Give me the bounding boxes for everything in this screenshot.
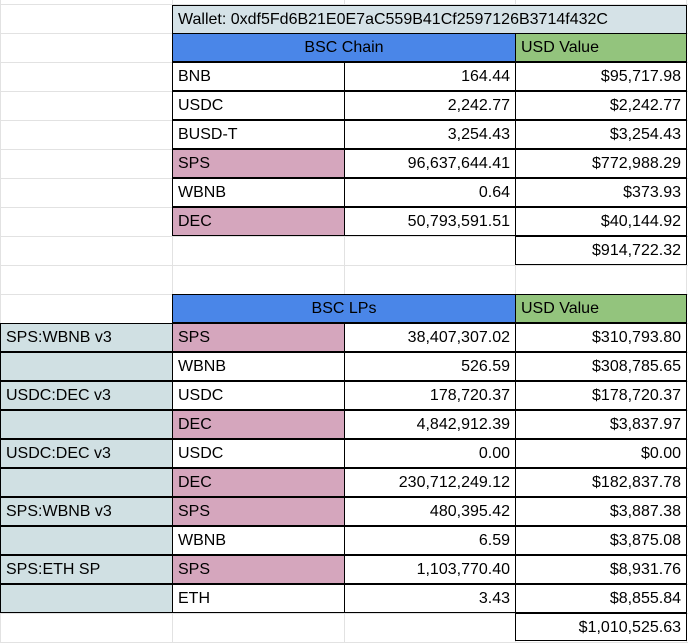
bsc-chain-amount-cell[interactable]: 164.44	[344, 62, 516, 91]
lp-usd-cell[interactable]: $182,837.78	[515, 468, 687, 497]
lp-amount-cell[interactable]: 480,395.42	[344, 497, 516, 526]
bsc-chain-amount-cell[interactable]: 3,254.43	[344, 120, 516, 149]
lp-token-cell[interactable]: USDC	[172, 381, 345, 410]
bsc-lps-total-cell[interactable]: $1,010,525.63	[515, 613, 687, 641]
bsc-lps-usd-header[interactable]: USD Value	[515, 294, 687, 323]
lp-pool-cell[interactable]	[0, 468, 173, 497]
bsc-chain-token-cell[interactable]: SPS	[172, 149, 345, 178]
lp-pool-cell[interactable]	[0, 410, 173, 439]
lp-token-cell[interactable]: SPS	[172, 555, 345, 584]
bsc-chain-amount-cell[interactable]: 50,793,591.51	[344, 207, 516, 236]
lp-amount-cell[interactable]: 526.59	[344, 352, 516, 381]
bsc-chain-usd-cell[interactable]: $2,242.77	[515, 91, 687, 120]
lp-pool-cell[interactable]: SPS:WBNB v3	[0, 497, 173, 526]
lp-usd-cell[interactable]: $308,785.65	[515, 352, 687, 381]
bsc-chain-token-cell[interactable]: BUSD-T	[172, 120, 345, 149]
lp-pool-cell[interactable]	[0, 526, 173, 555]
lp-pool-cell[interactable]	[0, 584, 173, 613]
bsc-chain-usd-cell[interactable]: $95,717.98	[515, 62, 687, 91]
lp-pool-cell[interactable]	[0, 352, 173, 381]
lp-token-cell[interactable]: ETH	[172, 584, 345, 613]
lp-amount-cell[interactable]: 38,407,307.02	[344, 323, 516, 352]
lp-token-cell[interactable]: SPS	[172, 497, 345, 526]
lp-usd-cell[interactable]: $0.00	[515, 439, 687, 468]
lp-pool-cell[interactable]: USDC:DEC v3	[0, 381, 173, 410]
lp-usd-cell[interactable]: $3,875.08	[515, 526, 687, 555]
lp-amount-cell[interactable]: 4,842,912.39	[344, 410, 516, 439]
bsc-chain-amount-cell[interactable]: 2,242.77	[344, 91, 516, 120]
lp-pool-cell[interactable]: SPS:WBNB v3	[0, 323, 173, 352]
lp-pool-cell[interactable]: SPS:ETH SP	[0, 555, 173, 584]
bsc-chain-amount-cell[interactable]: 0.64	[344, 178, 516, 207]
bsc-lps-header[interactable]: BSC LPs	[172, 294, 516, 323]
bsc-chain-token-cell[interactable]: USDC	[172, 91, 345, 120]
lp-amount-cell[interactable]: 1,103,770.40	[344, 555, 516, 584]
lp-usd-cell[interactable]: $3,837.97	[515, 410, 687, 439]
bsc-chain-usd-cell[interactable]: $772,988.29	[515, 149, 687, 178]
bsc-chain-header[interactable]: BSC Chain	[172, 33, 516, 62]
lp-usd-cell[interactable]: $178,720.37	[515, 381, 687, 410]
lp-token-cell[interactable]: USDC	[172, 439, 345, 468]
bsc-chain-total-cell[interactable]: $914,722.32	[515, 236, 687, 265]
lp-amount-cell[interactable]: 230,712,249.12	[344, 468, 516, 497]
lp-usd-cell[interactable]: $8,931.76	[515, 555, 687, 584]
bsc-chain-usd-cell[interactable]: $40,144.92	[515, 207, 687, 236]
bsc-chain-amount-cell[interactable]: 96,637,644.41	[344, 149, 516, 178]
lp-token-cell[interactable]: DEC	[172, 410, 345, 439]
bsc-chain-usd-cell[interactable]: $373.93	[515, 178, 687, 207]
lp-usd-cell[interactable]: $3,887.38	[515, 497, 687, 526]
lp-pool-cell[interactable]: USDC:DEC v3	[0, 439, 173, 468]
wallet-address-cell[interactable]: Wallet: 0xdf5Fd6B21E0E7aC559B41Cf2597126…	[172, 5, 687, 34]
lp-amount-cell[interactable]: 178,720.37	[344, 381, 516, 410]
lp-usd-cell[interactable]: $8,855.84	[515, 584, 687, 613]
bsc-chain-token-cell[interactable]: DEC	[172, 207, 345, 236]
bsc-chain-usd-header[interactable]: USD Value	[515, 33, 687, 62]
lp-amount-cell[interactable]: 3.43	[344, 584, 516, 613]
bsc-chain-usd-cell[interactable]: $3,254.43	[515, 120, 687, 149]
lp-amount-cell[interactable]: 6.59	[344, 526, 516, 555]
bsc-chain-token-cell[interactable]: WBNB	[172, 178, 345, 207]
lp-amount-cell[interactable]: 0.00	[344, 439, 516, 468]
lp-usd-cell[interactable]: $310,793.80	[515, 323, 687, 352]
lp-token-cell[interactable]: DEC	[172, 468, 345, 497]
lp-token-cell[interactable]: SPS	[172, 323, 345, 352]
lp-token-cell[interactable]: WBNB	[172, 526, 345, 555]
lp-token-cell[interactable]: WBNB	[172, 352, 345, 381]
bsc-chain-token-cell[interactable]: BNB	[172, 62, 345, 91]
